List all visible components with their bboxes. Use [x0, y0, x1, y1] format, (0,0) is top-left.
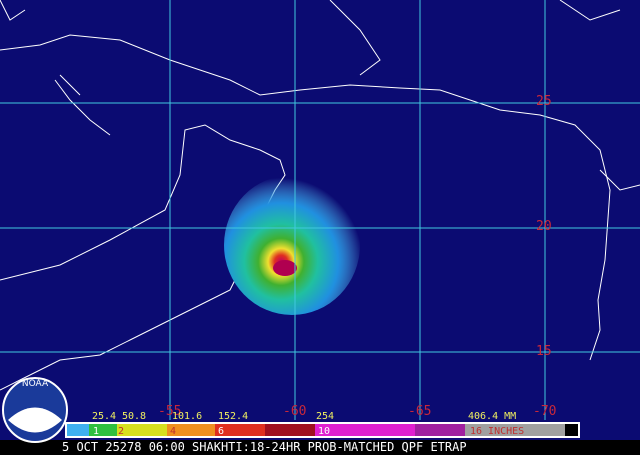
inch-label: 4 [170, 426, 176, 437]
mm-label: 50.8 [122, 411, 146, 422]
mm-label: 25.4 [92, 411, 116, 422]
inch-label: 6 [218, 426, 224, 437]
lat-label: 25 [536, 94, 552, 109]
rainfall-core [273, 260, 297, 276]
grid [0, 0, 640, 420]
lat-label: 15 [536, 344, 552, 359]
footer: 5 OCT 25278 06:00 SHAKHTI:18-24HR PROB-M… [62, 440, 467, 454]
inch-label: 2 [118, 426, 124, 437]
mm-label: 152.4 [218, 411, 248, 422]
mm-label: 101.6 [172, 411, 202, 422]
colorbar [65, 422, 580, 438]
inch-label: 1 [93, 426, 99, 437]
inch-label: 16 INCHES [470, 426, 524, 437]
lon-label: -65 [408, 404, 431, 419]
lon-label: -70 [533, 404, 556, 419]
lon-label: -55 [158, 404, 181, 419]
mm-label: 406.4 MM [468, 411, 516, 422]
lon-label: -60 [283, 404, 306, 419]
inch-label: 10 [318, 426, 330, 437]
lat-label: 20 [536, 219, 552, 234]
rainfall-swath [224, 175, 360, 315]
logo-text: NOAA [22, 379, 49, 389]
logo: NOAA [2, 377, 68, 443]
mm-label: 254 [316, 411, 334, 422]
